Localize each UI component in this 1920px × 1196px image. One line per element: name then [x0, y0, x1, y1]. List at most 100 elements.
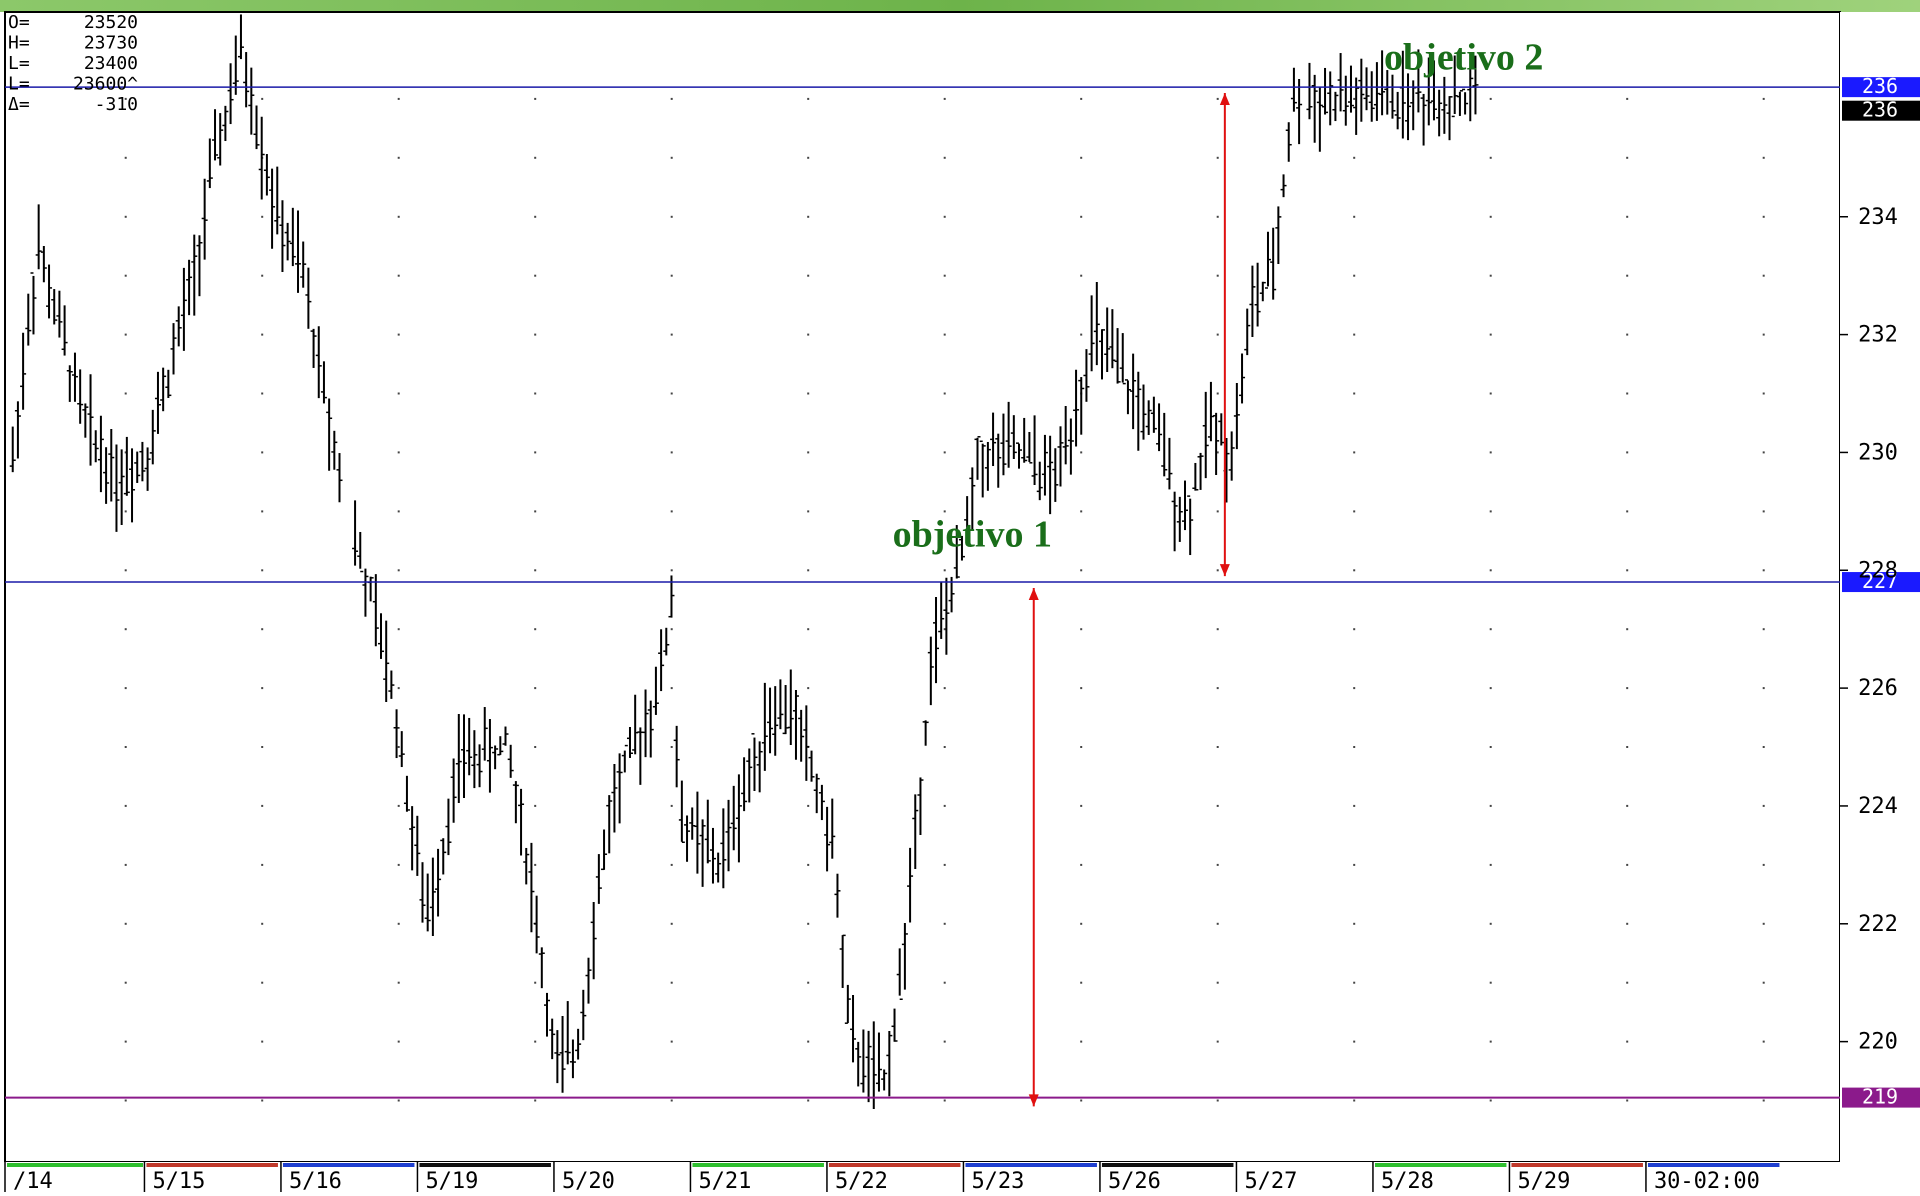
grid-dot	[807, 510, 810, 513]
grid-dot	[1080, 510, 1083, 513]
grid-dot	[943, 569, 946, 572]
grid-dot	[534, 97, 537, 100]
arrow-head-up	[1219, 93, 1230, 106]
readout-label: L=	[8, 74, 30, 95]
x-session-stripe	[282, 1163, 415, 1167]
readout-value: 23400	[84, 53, 138, 74]
level-tag-label: 227	[1862, 569, 1898, 593]
grid-dot	[397, 1099, 400, 1102]
grid-dot	[261, 981, 264, 984]
grid-dot	[534, 804, 537, 807]
grid-dot	[1626, 274, 1629, 277]
grid-dot	[1353, 1099, 1356, 1102]
grid-dot	[1216, 333, 1219, 336]
grid-dot	[534, 687, 537, 690]
grid-dot	[1762, 687, 1765, 690]
grid-dot	[807, 687, 810, 690]
grid-dot	[1353, 333, 1356, 336]
grid-dot	[1626, 215, 1629, 218]
readout-label: L=	[8, 53, 30, 74]
x-tick-label: 5/27	[1244, 1169, 1297, 1192]
grid-dot	[807, 274, 810, 277]
grid-dot	[1762, 510, 1765, 513]
grid-dot	[1353, 628, 1356, 631]
grid-dot	[1626, 392, 1629, 395]
grid-dot	[1353, 981, 1356, 984]
grid-dot	[1489, 97, 1492, 100]
grid-dot	[124, 628, 127, 631]
readout-value: -310	[95, 94, 138, 115]
x-tick-label: 5/15	[152, 1169, 205, 1192]
grid-dot	[397, 333, 400, 336]
grid-dot	[124, 451, 127, 454]
x-axis: /14 5/15 5/16 5/19 5/20 5/21 5/22 5/23 5/26 5/27 5…	[0, 1162, 1920, 1194]
grid-dot	[261, 569, 264, 572]
grid-dot	[1080, 215, 1083, 218]
grid-dot	[534, 392, 537, 395]
grid-dot	[397, 863, 400, 866]
grid-dot	[1353, 687, 1356, 690]
grid-dot	[1353, 392, 1356, 395]
grid-dot	[670, 628, 673, 631]
grid-dot	[1626, 863, 1629, 866]
grid-dot	[1216, 451, 1219, 454]
x-tick-label: 5/20	[562, 1169, 615, 1192]
grid-dot	[397, 746, 400, 748]
grid-dot	[261, 863, 264, 866]
grid-dot	[1626, 628, 1629, 631]
grid-dot	[124, 392, 127, 395]
grid-dot	[943, 746, 946, 748]
grid-dot	[1080, 569, 1083, 572]
grid-dot	[1216, 274, 1219, 277]
grid-dot	[397, 922, 400, 925]
grid-dot	[1489, 1099, 1492, 1102]
grid-dot	[1080, 156, 1083, 159]
grid-dot	[1080, 863, 1083, 866]
grid-dot	[1626, 1040, 1629, 1043]
grid-dot	[1489, 922, 1492, 925]
grid-dot	[943, 1040, 946, 1043]
grid-dot	[1216, 392, 1219, 395]
grid-dot	[670, 746, 673, 748]
grid-dot	[534, 1040, 537, 1043]
grid-dot	[1762, 1040, 1765, 1043]
x-tick-label: /14	[13, 1169, 53, 1192]
grid-dot	[807, 97, 810, 100]
y-tick-label: 224	[1858, 794, 1898, 819]
grid-dot	[261, 804, 264, 807]
grid-dot	[943, 981, 946, 984]
grid-dot	[1216, 687, 1219, 690]
grid-dot	[807, 1040, 810, 1043]
grid-dot	[534, 156, 537, 159]
grid-dot	[397, 804, 400, 807]
grid-dot	[1489, 1040, 1492, 1043]
grid-dot	[261, 215, 264, 218]
grid-dot	[534, 628, 537, 631]
grid-dot	[1762, 333, 1765, 336]
grid-dot	[670, 863, 673, 866]
grid-dot	[397, 687, 400, 690]
grid-dot	[1489, 628, 1492, 631]
grid-dot	[670, 804, 673, 807]
grid-dot	[397, 274, 400, 277]
grid-dot	[397, 392, 400, 395]
grid-dot	[1353, 863, 1356, 866]
x-session-stripe	[828, 1163, 961, 1167]
grid-dot	[534, 569, 537, 572]
grid-dot	[1216, 1040, 1219, 1043]
x-session-stripe	[1101, 1163, 1234, 1167]
grid-dot	[670, 392, 673, 395]
grid-dot	[807, 1099, 810, 1102]
grid-dot	[943, 922, 946, 925]
grid-dot	[670, 97, 673, 100]
grid-dot	[1216, 863, 1219, 866]
grid-dot	[124, 215, 127, 218]
grid-dot	[1489, 510, 1492, 513]
grid-dot	[534, 215, 537, 218]
grid-dot	[1216, 215, 1219, 218]
grid-dot	[807, 804, 810, 807]
x-tick-label: 5/19	[425, 1169, 478, 1192]
grid-dot	[124, 687, 127, 690]
grid-dot	[670, 922, 673, 925]
